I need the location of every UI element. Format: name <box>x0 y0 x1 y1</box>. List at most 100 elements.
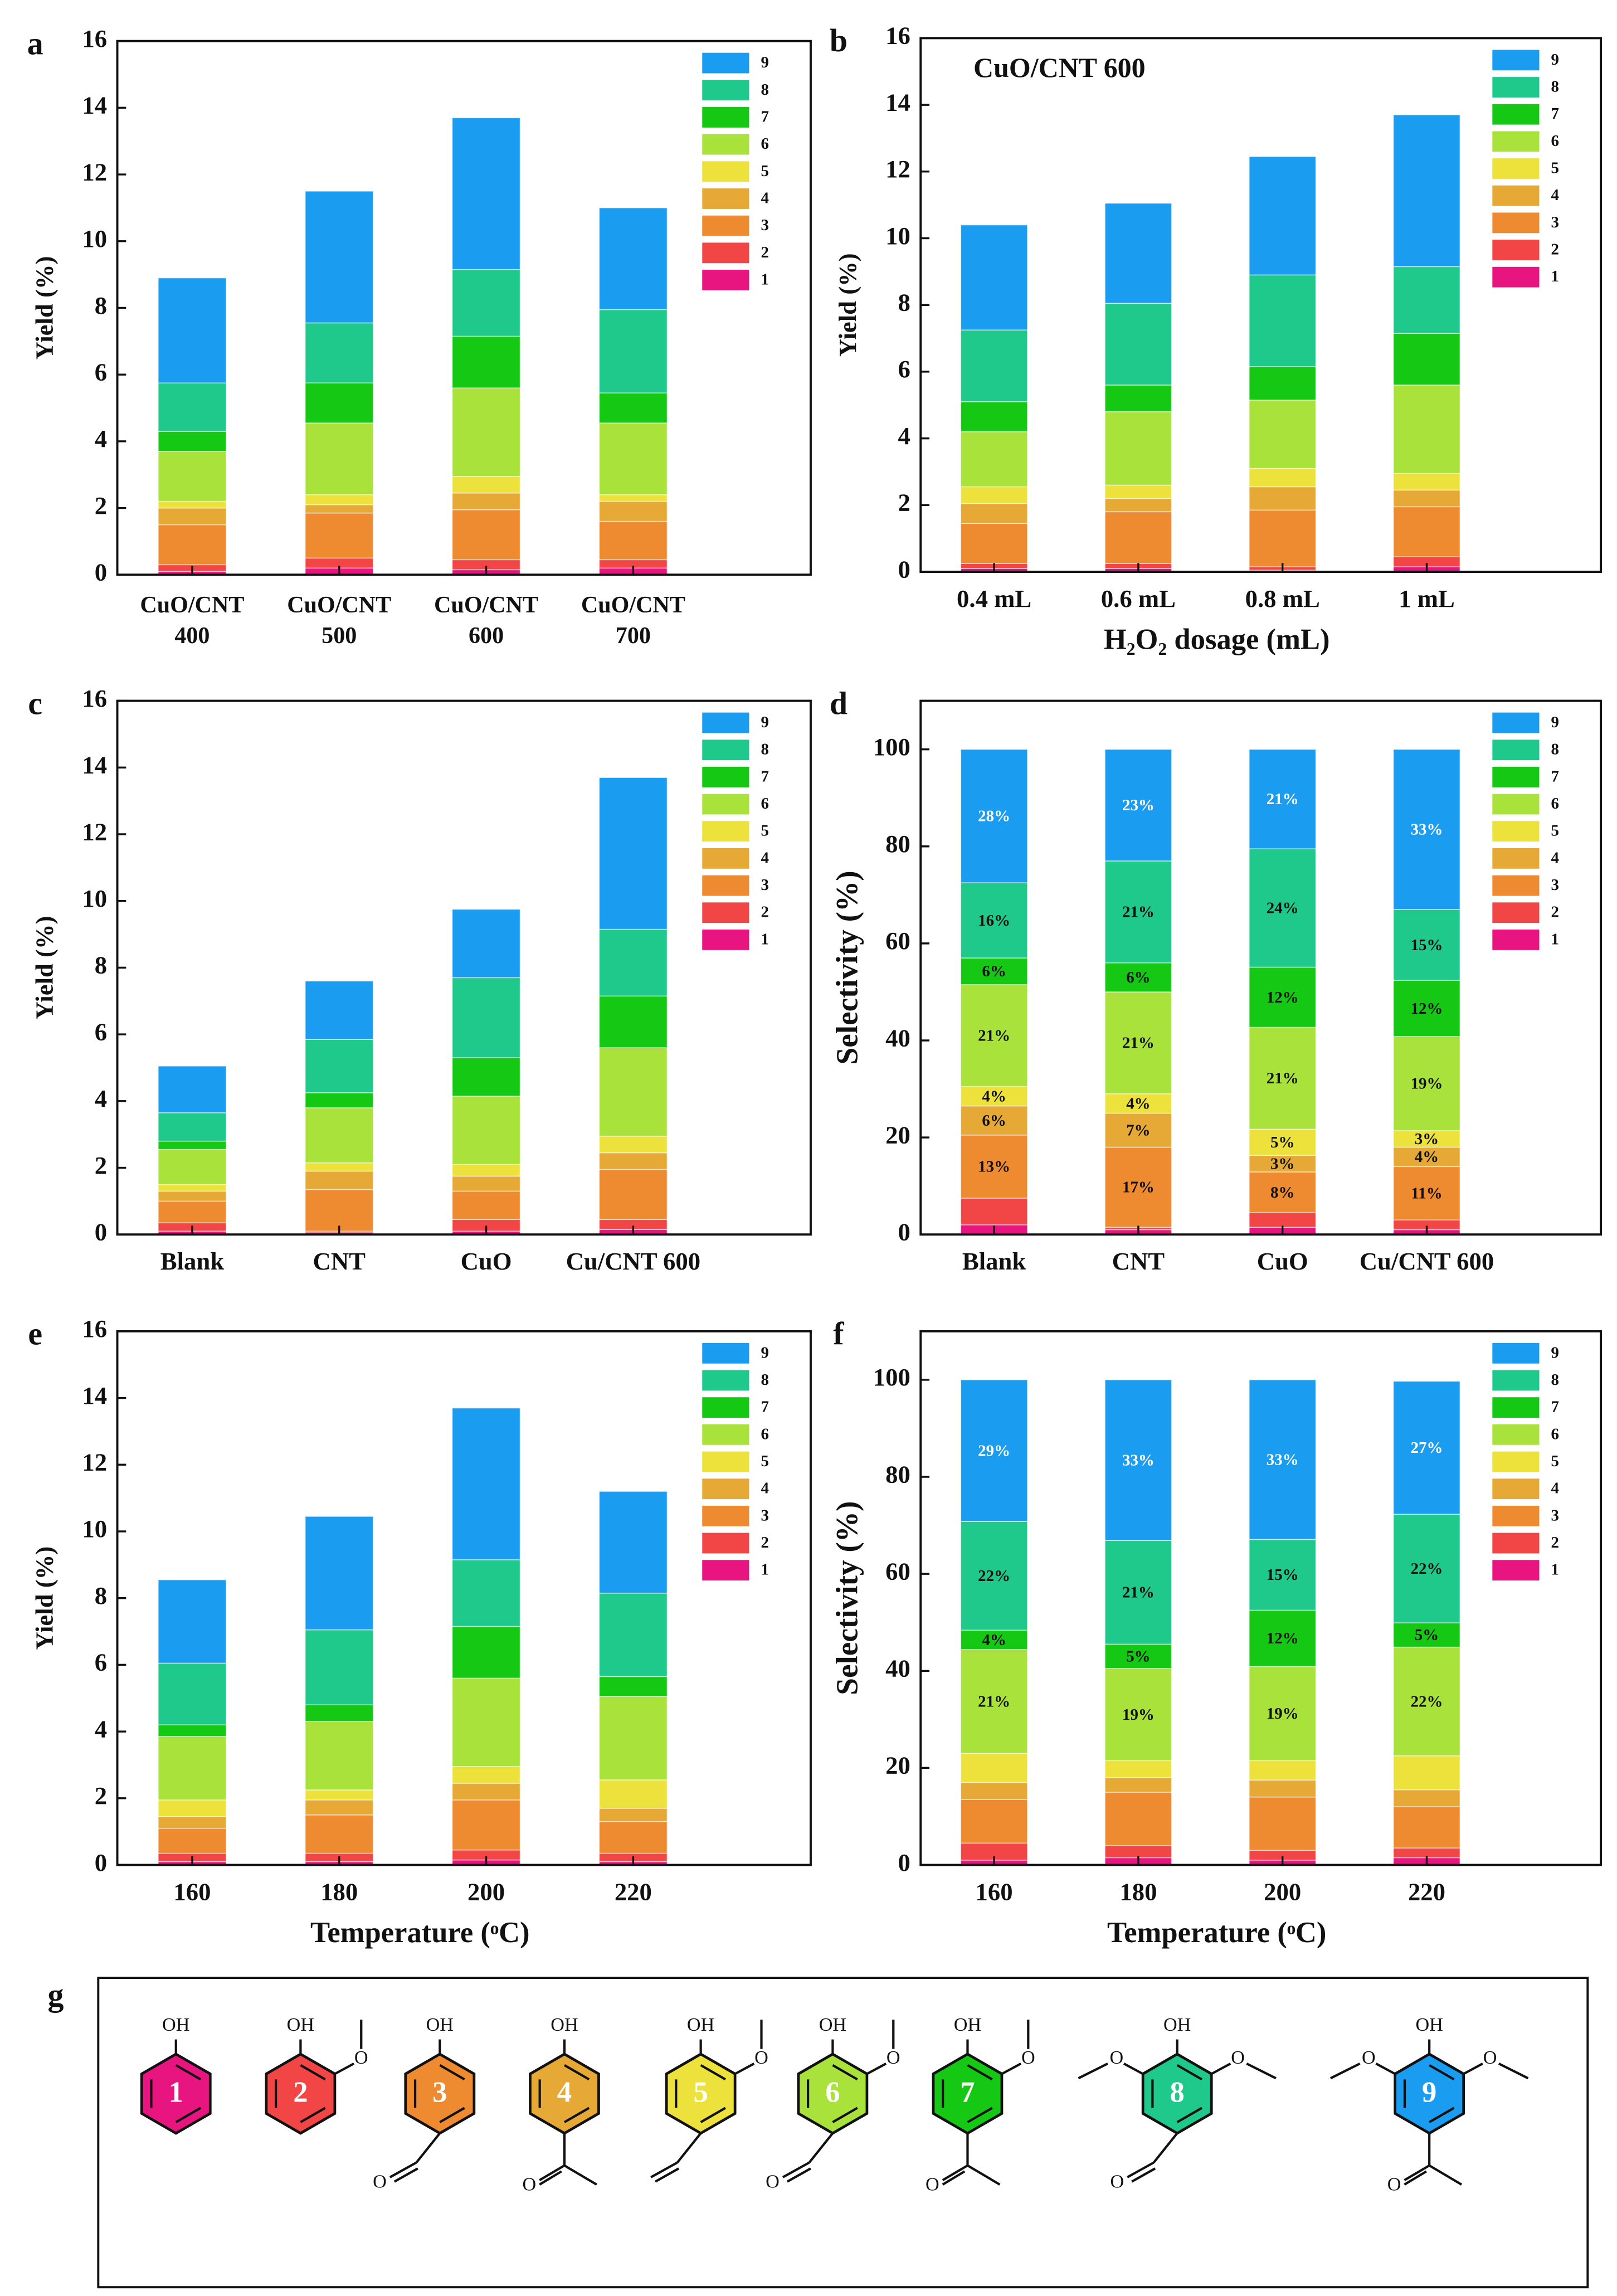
bar-segment <box>1104 1792 1172 1846</box>
value-label: 33% <box>1122 1451 1155 1469</box>
legend-swatch <box>1492 1533 1540 1554</box>
y-tick-label: 14 <box>82 91 107 119</box>
legend-label: 5 <box>761 822 768 840</box>
bar-segment <box>158 1816 227 1829</box>
bar-segment <box>1392 1166 1461 1220</box>
legend-swatch <box>1492 1560 1540 1581</box>
atom-label: O <box>1362 2047 1376 2068</box>
bar-segment <box>304 1189 374 1232</box>
value-label: 19% <box>1267 1705 1299 1723</box>
legend-label: 8 <box>761 741 768 758</box>
value-label: 33% <box>1267 1451 1299 1468</box>
legend-swatch <box>702 134 749 155</box>
value-label: 4% <box>982 1087 1006 1105</box>
legend-swatch <box>702 1342 749 1364</box>
bar-segment <box>598 422 668 495</box>
bar-segment <box>1104 991 1172 1095</box>
legend-label: 3 <box>761 216 768 234</box>
value-label: 5% <box>1126 1647 1150 1665</box>
legend-label: 9 <box>761 53 768 71</box>
bond <box>1429 2164 1463 2186</box>
value-label: 8% <box>1270 1184 1294 1201</box>
legend-swatch <box>702 161 749 182</box>
bar-segment <box>960 1105 1028 1136</box>
legend-label: 5 <box>1551 159 1559 177</box>
legend-swatch <box>702 821 749 842</box>
bar-segment <box>451 1626 521 1679</box>
bond <box>786 2167 811 2183</box>
bar-segment <box>304 1107 374 1164</box>
bar-segment <box>304 1814 374 1854</box>
bar-segment <box>598 1152 668 1170</box>
legend-swatch <box>702 1451 749 1472</box>
legend-swatch <box>1492 266 1540 288</box>
bond <box>563 2107 590 2123</box>
y-tick-label: 0 <box>898 555 910 583</box>
legend-swatch <box>1492 212 1540 234</box>
y-tick-label: 12 <box>885 155 910 183</box>
bar-segment <box>960 1799 1028 1844</box>
bar-segment <box>1392 980 1461 1037</box>
legend-swatch <box>702 712 749 733</box>
bar-segment <box>1104 1777 1172 1793</box>
bar-segment <box>451 977 521 1058</box>
x-tick-label: CuO/CNT <box>140 592 244 618</box>
value-label: 29% <box>978 1442 1010 1460</box>
bar-segment <box>451 1190 521 1220</box>
legend-swatch <box>702 1560 749 1581</box>
bar-segment <box>451 387 521 477</box>
bond <box>415 2132 441 2163</box>
bar-segment <box>1392 1036 1461 1131</box>
bond <box>1078 2062 1108 2080</box>
bond <box>393 2167 418 2183</box>
bond <box>175 2107 202 2123</box>
bond <box>1001 2062 1022 2075</box>
value-label: 27% <box>1411 1439 1443 1457</box>
bond <box>563 2064 590 2081</box>
bar-segment <box>304 980 374 1040</box>
atom-label: O <box>373 2171 387 2192</box>
bar-segment <box>304 504 374 514</box>
y-tick-label: 80 <box>885 1460 910 1488</box>
bond <box>175 2064 202 2081</box>
atom-label: OH <box>287 2015 314 2035</box>
value-label: 6% <box>1126 969 1150 986</box>
bond <box>1176 2064 1203 2081</box>
atom-label: OH <box>954 2015 981 2035</box>
value-label: 4% <box>1126 1095 1150 1112</box>
y-tick-label: 0 <box>95 558 107 586</box>
atom-label: OH <box>162 2015 189 2035</box>
bar-segment <box>1104 1093 1172 1114</box>
bar-segment <box>598 521 668 561</box>
y-tick-label: 100 <box>873 1363 910 1391</box>
y-tick-label: 60 <box>885 927 910 955</box>
y-axis-label: Yield (%) <box>31 256 59 360</box>
x-tick-label: CNT <box>313 1247 366 1275</box>
bar-segment <box>451 1799 521 1851</box>
bar-segment <box>1392 1380 1461 1515</box>
bond <box>1498 2062 1529 2080</box>
bar-segment <box>1392 1806 1461 1849</box>
atom-label: OH <box>819 2015 846 2035</box>
bar-segment <box>1104 1146 1172 1228</box>
y-tick-label: 8 <box>95 951 107 979</box>
bar-segment <box>1392 385 1461 474</box>
legend-label: 4 <box>1551 849 1559 867</box>
legend-label: 9 <box>1551 51 1559 69</box>
legend-label: 8 <box>1551 741 1559 758</box>
legend-label: 4 <box>1551 1480 1559 1497</box>
value-label: 22% <box>978 1567 1010 1585</box>
y-tick-label: 100 <box>873 733 910 761</box>
y-tick-label: 40 <box>885 1024 910 1052</box>
legend-swatch <box>1492 158 1540 179</box>
legend-swatch <box>702 766 749 787</box>
bar-segment <box>1392 114 1461 267</box>
bar-segment <box>158 1579 227 1664</box>
y-axis-label: Yield (%) <box>31 916 59 1019</box>
value-label: 19% <box>1122 1706 1155 1724</box>
bar-segment <box>1392 1646 1461 1757</box>
bar-segment <box>304 1162 374 1172</box>
atom-label: OH <box>687 2015 714 2035</box>
value-label: 28% <box>978 808 1010 825</box>
x-tick-label: 200 <box>467 1877 505 1905</box>
